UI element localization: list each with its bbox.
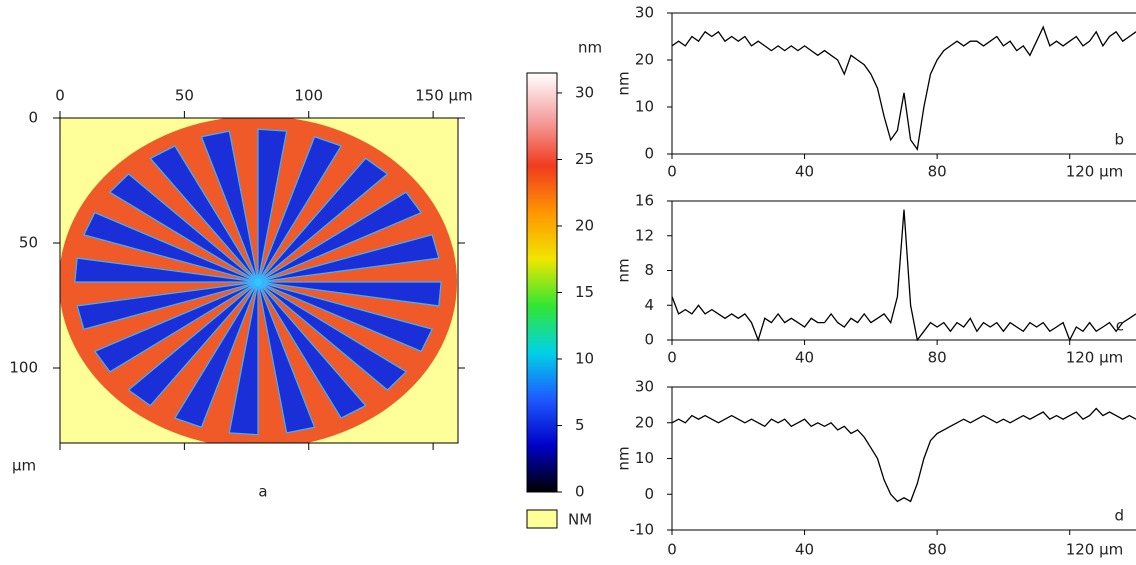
y-tick-label: 30 (635, 4, 654, 22)
spoke (257, 281, 442, 307)
colorbar-tick-label: 25 (575, 150, 594, 168)
center (254, 278, 262, 286)
y-tick-label: 16 (635, 192, 654, 210)
y-tick-label: 100 (9, 359, 38, 377)
x-tick-label: 120 µm (1066, 541, 1124, 559)
profile-line (671, 407, 1136, 503)
spoke (257, 281, 316, 434)
y-tick-label: 12 (635, 226, 654, 244)
y-unit: µm (12, 457, 36, 475)
panel-label: a (258, 483, 267, 501)
y-tick-label: 0 (28, 109, 38, 127)
y-tick-label: 0 (644, 331, 654, 349)
x-tick-label: 80 (928, 163, 947, 181)
panel-label: b (1114, 131, 1124, 149)
x-tick-label: 0 (667, 349, 677, 367)
spoke (257, 157, 389, 283)
y-axis-label: nm (615, 71, 633, 95)
x-tick-label: 80 (928, 349, 947, 367)
spoke (76, 281, 259, 330)
legend-label: NM (568, 511, 592, 529)
y-tick-label: 8 (644, 261, 654, 279)
y-tick-label: 0 (644, 145, 654, 163)
star-pattern (60, 118, 457, 443)
spoke (83, 211, 259, 283)
y-tick-label: 20 (635, 51, 654, 69)
colorbar-tick-label: 0 (575, 483, 585, 501)
panel-label: d (1114, 507, 1124, 525)
spoke (257, 234, 440, 283)
x-tick-label: 120 µm (1066, 349, 1124, 367)
spoke (257, 135, 343, 283)
spoke (149, 145, 259, 283)
spoke (93, 281, 259, 373)
legend-swatch (526, 509, 558, 529)
colorbar-tick-label: 30 (575, 83, 594, 101)
y-tick-label: 0 (644, 485, 654, 503)
spoke (257, 128, 288, 283)
y-axis-label: nm (615, 258, 633, 282)
x-tick-label: 150 µm (415, 87, 473, 105)
x-tick-label: 120 µm (1066, 163, 1124, 181)
spoke (108, 173, 259, 283)
spoke (228, 281, 259, 436)
x-tick-label: 0 (667, 163, 677, 181)
spoke (257, 281, 367, 419)
y-tick-label: 10 (635, 449, 654, 467)
colorbar-tick-label: 5 (575, 416, 585, 434)
frame (59, 117, 459, 444)
colorbar (526, 72, 558, 493)
spoke (127, 281, 259, 407)
colorbar-tick-label: 10 (575, 349, 594, 367)
spoke (200, 130, 259, 283)
x-tick-label: 40 (795, 349, 814, 367)
spoke (257, 191, 423, 283)
x-tick-label: 100 (294, 87, 323, 105)
x-tick-label: 0 (667, 541, 677, 559)
colorbar-tick-label: 15 (575, 283, 594, 301)
y-tick-label: 4 (644, 296, 654, 314)
spoke (257, 281, 408, 391)
profile-line (671, 209, 1136, 342)
spoke (74, 257, 259, 283)
y-tick-label: 10 (635, 98, 654, 116)
x-tick-label: 80 (928, 541, 947, 559)
y-tick-label: 50 (19, 234, 38, 252)
colorbar-tick-label: 20 (575, 216, 594, 234)
y-tick-label: -10 (630, 521, 655, 539)
x-tick-label: 50 (175, 87, 194, 105)
y-tick-label: 20 (635, 413, 654, 431)
y-axis-label: nm (615, 446, 633, 470)
colorbar-unit: nm (578, 39, 602, 57)
profile-line (671, 25, 1136, 151)
x-tick-label: 40 (795, 163, 814, 181)
panel-label: c (1116, 317, 1124, 335)
spoke (257, 281, 433, 353)
x-tick-label: 0 (55, 87, 65, 105)
x-tick-label: 40 (795, 541, 814, 559)
y-tick-label: 30 (635, 378, 654, 396)
spoke (173, 281, 259, 429)
